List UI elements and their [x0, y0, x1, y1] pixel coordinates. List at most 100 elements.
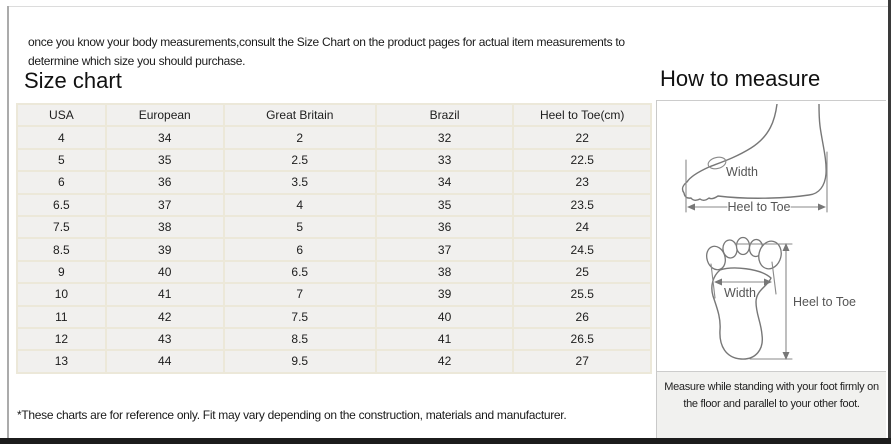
sole-width-label: Width — [724, 286, 756, 300]
table-cell: 43 — [104, 326, 225, 352]
table-cell: 38 — [104, 214, 225, 240]
measure-note-area: Measure while standing with your foot fi… — [657, 372, 886, 438]
table-cell: 37 — [374, 237, 515, 262]
arrow-head-top — [782, 243, 790, 251]
table-cell: 34 — [374, 170, 515, 195]
sole-width-tick-left — [710, 263, 716, 299]
measure-note: Measure while standing with your foot fi… — [664, 381, 879, 410]
table-cell: 33 — [374, 147, 515, 173]
table-cell: 12 — [16, 326, 107, 352]
arrow-head-right — [764, 278, 772, 286]
foot-sole-outline — [711, 267, 772, 360]
table-cell: 4 — [16, 125, 107, 150]
table-row: 6.5 37 4 35 23.5 — [16, 192, 652, 217]
table-row: 6 36 3.5 34 23 — [16, 170, 652, 195]
table-row: 7.5 38 5 36 24 — [16, 214, 652, 240]
frame-left-border — [7, 6, 9, 438]
table-cell: 27 — [512, 349, 652, 374]
table-cell: 9.5 — [222, 349, 377, 374]
table-cell: 25 — [512, 259, 652, 285]
side-heel-to-toe-label: Heel to Toe — [727, 200, 790, 214]
table-cell: 6 — [16, 170, 107, 195]
table-cell: 38 — [374, 259, 515, 285]
arrow-head-left — [687, 203, 695, 211]
table-cell: 41 — [374, 326, 515, 352]
table-cell: 34 — [104, 125, 225, 150]
table-row: 9 40 6.5 38 25 — [16, 259, 652, 285]
section-divider — [656, 100, 657, 438]
table-cell: 23 — [512, 170, 652, 195]
table-cell: 26 — [512, 304, 652, 329]
toe-big — [758, 240, 782, 270]
table-row: 13 44 9.5 42 27 — [16, 349, 652, 374]
table-cell: 5 — [16, 147, 107, 173]
foot-side-outline — [681, 104, 827, 201]
table-row: 10 41 7 39 25.5 — [16, 282, 652, 307]
table-cell: 36 — [374, 214, 515, 240]
how-to-measure-panel: How to measure Width Heel to Toe — [657, 0, 886, 438]
foot-side-view-diagram: Width Heel to Toe — [681, 104, 828, 214]
table-cell: 36 — [104, 170, 225, 195]
table-cell: 37 — [104, 192, 225, 217]
size-chart-title: Size chart — [24, 68, 122, 93]
table-cell: 2.5 — [222, 147, 377, 173]
panel-rule-bottom — [657, 371, 886, 372]
column-header: Heel to Toe(cm) — [512, 102, 652, 128]
foot-sole-diagram: Width Heel to Toe — [706, 236, 856, 360]
table-cell: 9 — [16, 259, 107, 285]
table-cell: 6 — [222, 237, 377, 262]
frame-top-border — [7, 6, 888, 7]
table-row: 8.5 39 6 37 24.5 — [16, 237, 652, 262]
table-row: 12 43 8.5 41 26.5 — [16, 326, 652, 352]
arrow-head-bottom — [782, 352, 790, 360]
table-row: 4 34 2 32 22 — [16, 125, 652, 150]
table-cell: 13 — [16, 349, 107, 374]
column-header: Great Britain — [222, 102, 377, 128]
frame-bottom-border — [0, 438, 891, 444]
table-cell: 7.5 — [16, 214, 107, 240]
table-row: 11 42 7.5 40 26 — [16, 304, 652, 329]
sole-width-tick-right — [771, 261, 777, 295]
table-cell: 41 — [104, 282, 225, 307]
side-width-label: Width — [726, 165, 758, 179]
table-cell: 35 — [104, 147, 225, 173]
table-cell: 39 — [104, 237, 225, 262]
column-header: European — [104, 102, 225, 128]
table-cell: 40 — [104, 259, 225, 285]
table-cell: 6.5 — [16, 192, 107, 217]
table-cell: 35 — [374, 192, 515, 217]
table-cell: 22 — [512, 125, 652, 150]
table-cell: 7.5 — [222, 304, 377, 329]
table-cell: 32 — [374, 125, 515, 150]
table-cell: 44 — [104, 349, 225, 374]
table-cell: 2 — [222, 125, 377, 150]
table-cell: 6.5 — [222, 259, 377, 285]
table-cell: 10 — [16, 282, 107, 307]
size-chart-table: USA European Great Britain Brazil Heel to To… — [16, 102, 652, 374]
table-cell: 3.5 — [222, 170, 377, 195]
table-cell: 5 — [222, 214, 377, 240]
table-cell: 11 — [16, 304, 107, 329]
table-cell: 8.5 — [16, 237, 107, 262]
table-cell: 8.5 — [222, 326, 377, 352]
intro-text: once you know your body measurements,con… — [28, 35, 625, 68]
table-cell: 42 — [104, 304, 225, 329]
table-cell: 24 — [512, 214, 652, 240]
table-cell: 7 — [222, 282, 377, 307]
table-cell: 26.5 — [512, 326, 652, 352]
arrow-head-right — [818, 203, 826, 211]
table-row: 5 35 2.5 33 22.5 — [16, 147, 652, 173]
table-cell: 39 — [374, 282, 515, 307]
table-cell: 42 — [374, 349, 515, 374]
panel-rule-top — [657, 100, 886, 101]
table-cell: 40 — [374, 304, 515, 329]
toe-middle — [735, 236, 751, 256]
table-cell: 25.5 — [512, 282, 652, 307]
table-cell: 22.5 — [512, 147, 652, 173]
arrow-head-left — [714, 278, 722, 286]
width-band-mark — [707, 156, 727, 170]
frame-right-border — [888, 0, 891, 444]
table-header-row: USA European Great Britain Brazil Heel to To… — [16, 102, 652, 128]
column-header: USA — [16, 102, 107, 128]
